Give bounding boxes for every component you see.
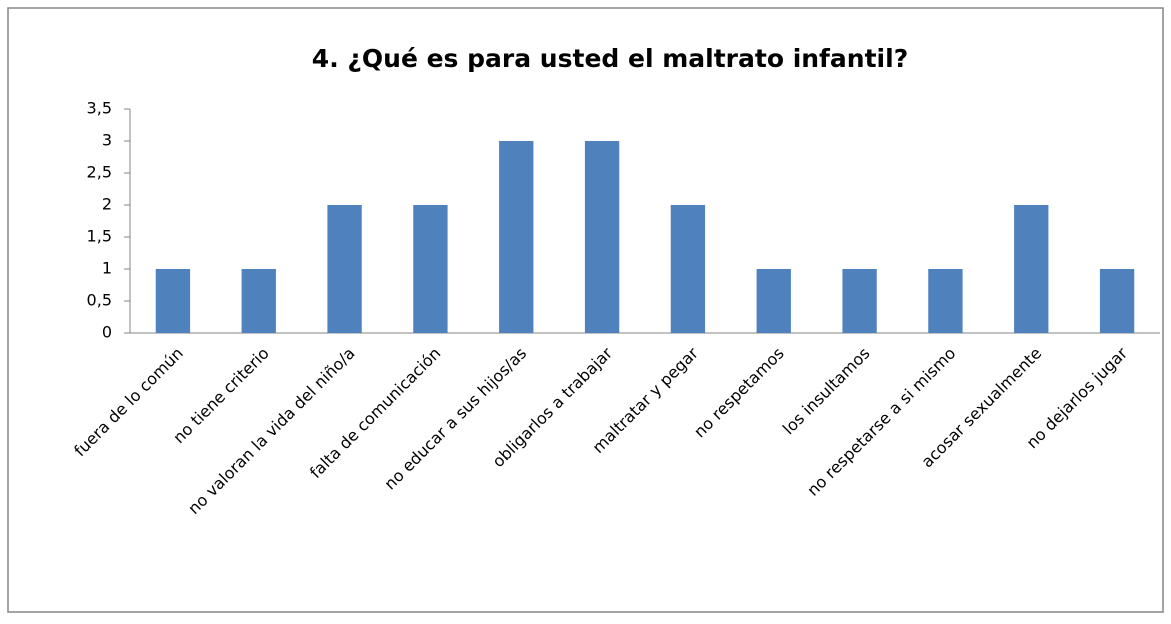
bar <box>1099 269 1135 333</box>
bar <box>155 269 191 333</box>
bar <box>241 269 276 333</box>
y-tick-label: 1 <box>102 259 112 278</box>
bar <box>413 205 448 333</box>
y-tick-label: 0,5 <box>87 291 112 310</box>
bar <box>327 205 362 333</box>
y-tick-label: 3,5 <box>87 99 112 118</box>
y-tick-label: 0 <box>102 323 112 342</box>
bar <box>670 205 706 333</box>
bar <box>756 269 791 333</box>
bar <box>928 269 963 333</box>
y-tick-label: 2 <box>102 195 112 214</box>
y-tick-label: 3 <box>102 131 112 150</box>
y-tick-label: 2,5 <box>87 163 112 182</box>
bar <box>584 141 620 333</box>
bar <box>842 269 877 333</box>
chart-title: 4. ¿Qué es para usted el maltrato infant… <box>312 44 908 73</box>
bar <box>499 141 534 333</box>
y-tick-label: 1,5 <box>87 227 112 246</box>
bar <box>1014 205 1049 333</box>
